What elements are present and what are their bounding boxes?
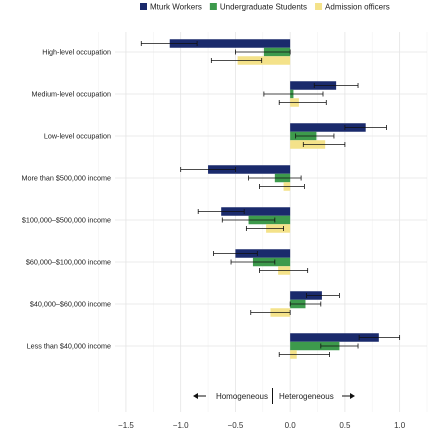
category-label: High-level occupation — [42, 48, 111, 57]
bar — [235, 249, 291, 258]
category-label: More than $500,000 income — [21, 174, 111, 183]
category-label: Medium-level occupation — [31, 90, 111, 99]
x-tick-label: −1.5 — [118, 421, 134, 430]
bar — [290, 291, 322, 300]
bar — [237, 56, 291, 65]
bar — [290, 123, 366, 132]
error-bars — [140, 41, 401, 357]
x-tick-label: 1.0 — [394, 421, 406, 430]
category-label: $60,000–$100,000 income — [26, 258, 111, 267]
annotation-right-text: Heterogeneous — [279, 392, 334, 401]
category-label: Low-level occupation — [44, 132, 111, 141]
bar — [208, 165, 291, 174]
category-label: Less than $40,000 income — [27, 342, 111, 351]
legend-label: Mturk Workers — [150, 3, 202, 12]
legend: Mturk Workers Undergraduate Students Admis… — [140, 3, 390, 12]
x-tick-label: 0.5 — [339, 421, 351, 430]
bar — [221, 207, 291, 216]
x-tick-label: −0.5 — [228, 421, 244, 430]
bar — [290, 341, 340, 351]
legend-label: Admission officers — [325, 3, 390, 12]
category-label: $40,000–$60,000 income — [30, 300, 111, 309]
legend-swatch — [315, 3, 323, 10]
left-arrow-icon — [193, 393, 198, 399]
right-arrow-icon — [350, 393, 355, 399]
category-label: $100,000–$500,000 income — [22, 216, 111, 225]
x-tick-label: 0.0 — [285, 421, 297, 430]
x-tick-label: −1.0 — [173, 421, 189, 430]
bar — [290, 81, 337, 90]
category-labels: High-level occupation Medium-level occupa… — [21, 48, 111, 351]
legend-swatch — [140, 3, 147, 10]
direction-annotation: Homogeneous Heterogeneous — [193, 388, 355, 404]
bar — [169, 39, 291, 48]
legend-label: Undergraduate Students — [220, 3, 307, 12]
legend-swatch — [209, 3, 217, 10]
grid — [98, 32, 428, 412]
annotation-left-text: Homogeneous — [216, 392, 268, 401]
bar — [290, 333, 379, 342]
x-tick-labels: −1.5 −1.0 −0.5 0.0 0.5 1.0 — [118, 421, 406, 430]
